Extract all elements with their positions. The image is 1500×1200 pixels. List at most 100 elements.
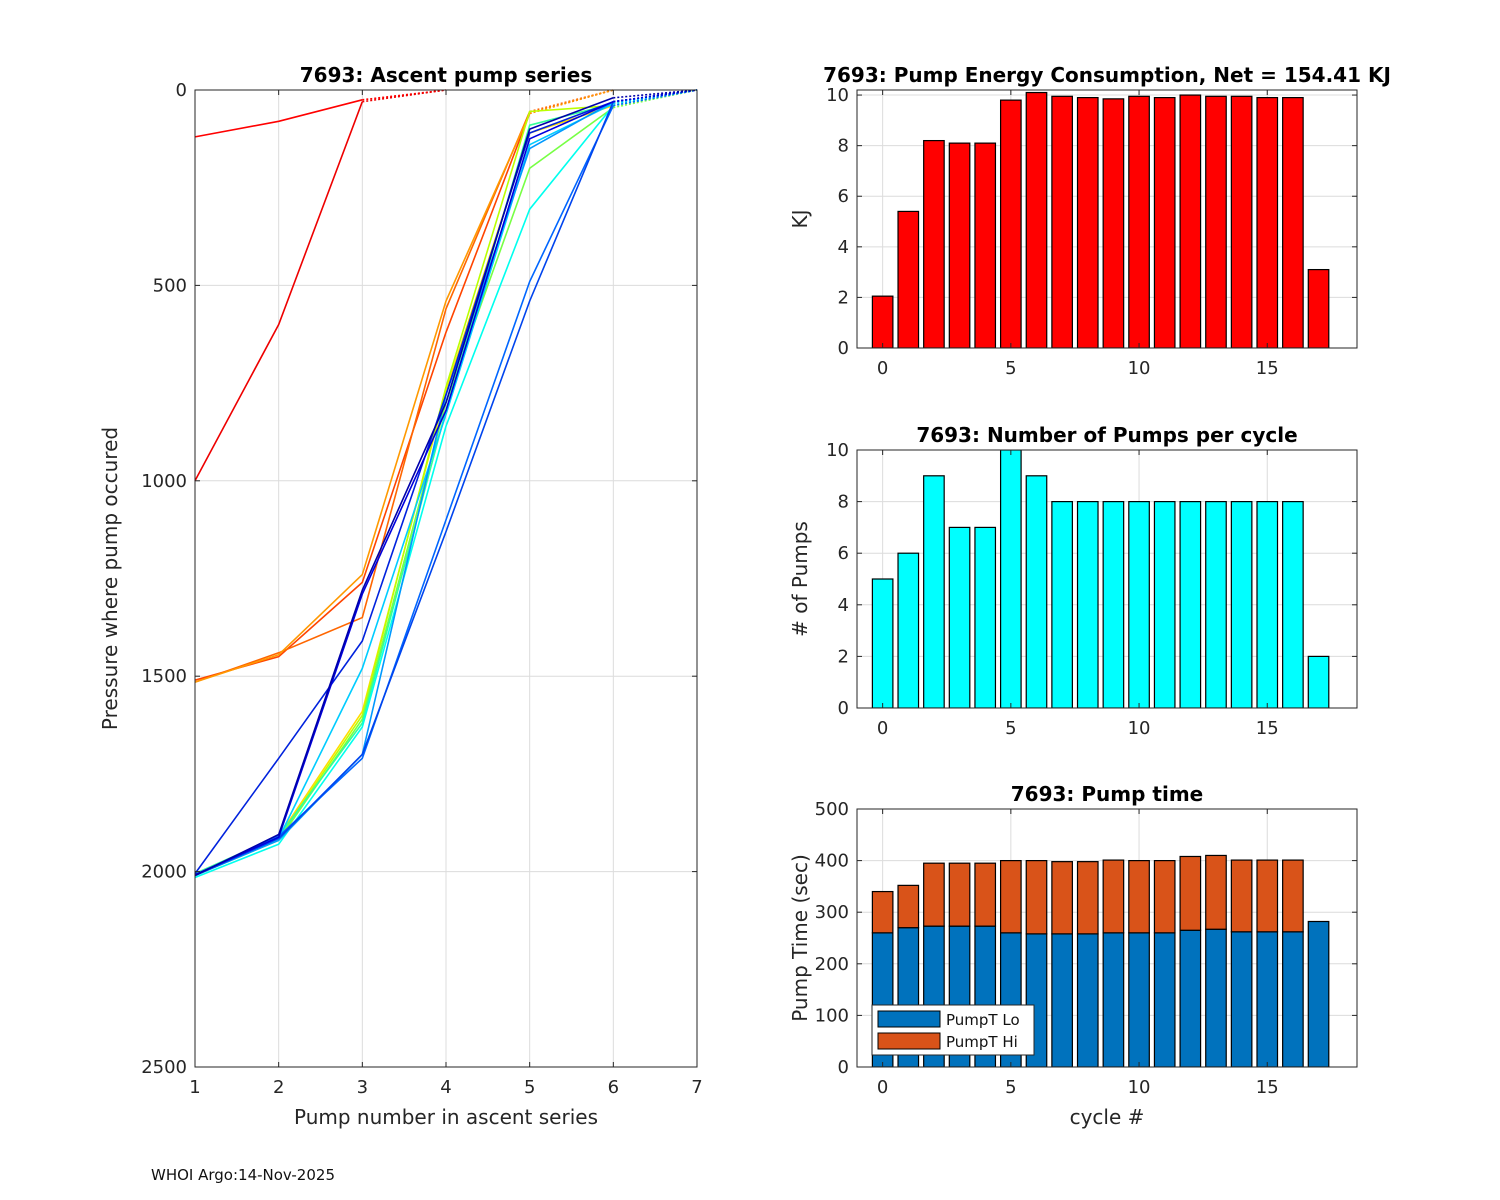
- series-line: [194, 99, 363, 138]
- bar: [897, 552, 920, 708]
- x-tick-label: 10: [1128, 1077, 1151, 1098]
- y-tick-label: 10: [826, 85, 849, 106]
- pumps-per-cycle-chart: 0 5 10 15 0 2 4 6 8 10 7693: Number of Pumps per c…: [788, 423, 1358, 739]
- bar: [1230, 501, 1253, 708]
- bar-pumpt-hi: [1256, 859, 1279, 933]
- series-line: [194, 101, 615, 877]
- series-line-dotted: [362, 89, 447, 103]
- x-tick-label: 5: [1005, 1077, 1016, 1098]
- bar: [1025, 91, 1048, 348]
- y-tick-label: 0: [176, 80, 187, 101]
- bar-pumpt-lo: [1128, 932, 1150, 1067]
- series-line: [194, 111, 531, 683]
- bar: [1307, 655, 1330, 708]
- bar-pumpt-hi: [948, 862, 971, 927]
- x-axis-label: Pump number in ascent series: [294, 1105, 598, 1129]
- series-line: [194, 104, 614, 875]
- bar: [1128, 501, 1150, 708]
- bar: [897, 210, 920, 348]
- axes-frame: [856, 449, 1358, 709]
- y-axis-label: KJ: [788, 209, 812, 228]
- bar-pumpt-hi: [1128, 859, 1150, 934]
- bar: [1025, 475, 1048, 708]
- x-tick-label: 4: [440, 1077, 451, 1098]
- y-tick-label: 100: [815, 1005, 849, 1026]
- bar-pumpt-hi: [1179, 855, 1202, 931]
- series-line: [194, 106, 614, 877]
- x-tick-label: 2: [273, 1077, 284, 1098]
- bars: [871, 450, 1330, 708]
- bar: [871, 578, 894, 708]
- bar: [1102, 98, 1125, 348]
- legend-swatch: [877, 1010, 941, 1028]
- chart-title: 7693: Pump Energy Consumption, Net = 154…: [823, 63, 1391, 87]
- bar: [1230, 95, 1253, 348]
- chart-title: 7693: Ascent pump series: [300, 63, 593, 87]
- legend-swatch: [877, 1032, 941, 1050]
- y-tick-label: 2: [838, 287, 849, 308]
- bar: [999, 99, 1022, 348]
- bar: [1256, 501, 1279, 708]
- series-line: [194, 113, 531, 683]
- bar: [1282, 96, 1304, 348]
- bar-pumpt-hi: [1153, 859, 1176, 934]
- bar: [1076, 96, 1099, 348]
- bar: [1051, 501, 1073, 708]
- bar-pumpt-hi: [1102, 859, 1125, 934]
- x-tick-label: 6: [608, 1077, 619, 1098]
- series-line-dotted: [613, 89, 698, 99]
- y-tick-label: 8: [838, 492, 849, 513]
- series-line-dotted: [362, 89, 447, 101]
- bar-pumpt-lo: [1102, 932, 1125, 1067]
- y-tick-label: 500: [815, 799, 849, 820]
- x-tick-label: 10: [1128, 358, 1151, 379]
- footer-credit: WHOI Argo:14-Nov-2025: [151, 1166, 335, 1184]
- x-tick-label: 15: [1256, 358, 1279, 379]
- y-tick-label: 8: [838, 136, 849, 157]
- bar-pumpt-hi: [1076, 861, 1099, 935]
- series-line: [194, 102, 614, 877]
- ascent-pump-series-chart: 1 2 3 4 5 6 7 0 500 1000 1500 2000 2500 7693: Ascent …: [98, 63, 703, 1129]
- bar-pumpt-hi: [923, 862, 945, 927]
- series-line: [194, 97, 614, 877]
- legend: PumpT Lo PumpT Hi: [871, 1004, 1035, 1056]
- bar: [1179, 94, 1202, 348]
- bar: [1256, 96, 1279, 348]
- series-line-dotted: [529, 89, 614, 115]
- series-line: [194, 101, 364, 482]
- y-axis-label: # of Pumps: [788, 521, 812, 637]
- bar: [1179, 501, 1202, 708]
- x-tick-label: 10: [1128, 718, 1151, 739]
- bar: [923, 475, 945, 708]
- bar: [1051, 95, 1073, 348]
- series-line-dotted: [613, 89, 698, 107]
- chart-title: 7693: Number of Pumps per cycle: [916, 423, 1297, 447]
- series-line: [194, 105, 615, 876]
- y-tick-label: 2000: [141, 862, 187, 883]
- x-tick-label: 3: [357, 1077, 368, 1098]
- x-tick-label: 7: [691, 1077, 702, 1098]
- legend-label: PumpT Lo: [946, 1011, 1020, 1029]
- bar: [948, 142, 971, 348]
- chart-title: 7693: Pump time: [1011, 782, 1203, 806]
- y-tick-label: 2: [838, 646, 849, 667]
- bar-pumpt-lo: [1153, 932, 1176, 1067]
- bar: [1102, 501, 1125, 708]
- bar: [1205, 501, 1227, 708]
- y-tick-label: 4: [838, 237, 849, 258]
- y-axis-label: Pressure where pump occured: [98, 427, 122, 730]
- bar-pumpt-lo: [1282, 931, 1304, 1067]
- bar-pumpt-lo: [1051, 933, 1073, 1067]
- x-tick-label: 0: [877, 1077, 888, 1098]
- axes-frame: [856, 808, 1358, 1068]
- bar: [1076, 501, 1099, 708]
- bar: [1153, 96, 1176, 348]
- bar: [871, 295, 894, 348]
- y-tick-label: 200: [815, 954, 849, 975]
- bar-pumpt-hi: [871, 890, 894, 934]
- series-line: [194, 100, 614, 875]
- bar-pumpt-hi: [1282, 859, 1304, 933]
- bar: [948, 526, 971, 708]
- y-tick-label: 1500: [141, 666, 187, 687]
- bar: [1282, 501, 1304, 708]
